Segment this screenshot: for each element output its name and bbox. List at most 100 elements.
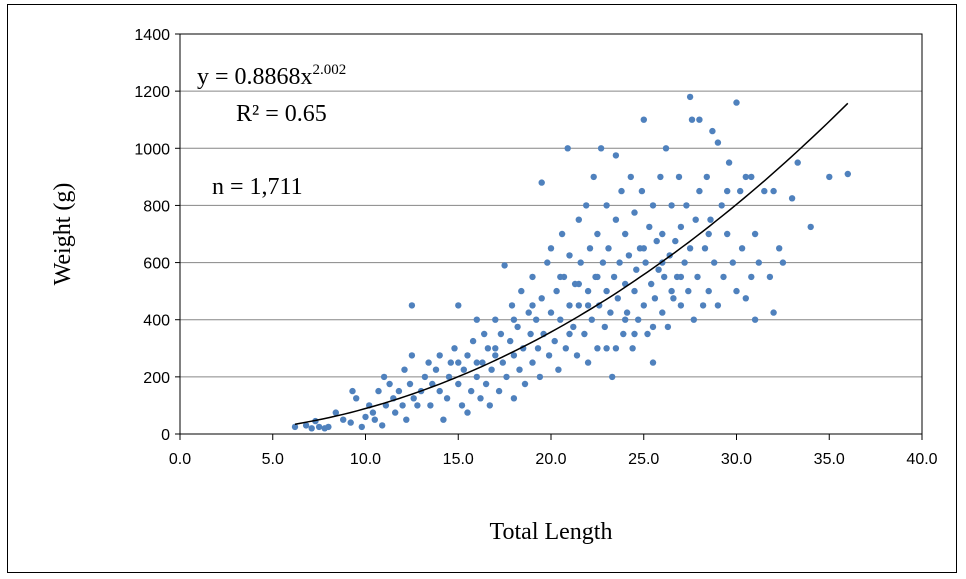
data-point (668, 287, 675, 295)
data-point (751, 230, 759, 238)
data-point (427, 402, 434, 409)
data-point (651, 295, 659, 302)
data-point (518, 287, 525, 295)
data-point (473, 316, 480, 323)
data-point (631, 287, 638, 295)
data-point (503, 373, 510, 381)
data-point (609, 373, 616, 381)
data-point (497, 330, 505, 338)
data-point (507, 337, 514, 345)
data-point (421, 373, 429, 381)
data-point (653, 237, 660, 245)
data-point (733, 99, 740, 106)
data-point (616, 259, 623, 266)
data-point (692, 216, 699, 223)
data-point (564, 145, 571, 152)
data-point (622, 230, 629, 238)
data-point (622, 316, 629, 323)
x-tick-label: 5.0 (262, 451, 284, 468)
data-point (379, 422, 386, 429)
data-point (492, 345, 499, 352)
x-axis-title: Total Length (490, 519, 613, 545)
data-point (709, 127, 716, 135)
data-point (686, 93, 694, 101)
data-point (510, 395, 518, 402)
data-point (347, 419, 354, 426)
data-point (369, 409, 377, 416)
data-point (620, 330, 627, 338)
data-point (738, 245, 746, 252)
x-tick-label: 25.0 (628, 451, 659, 468)
data-point (642, 259, 649, 266)
data-point (766, 273, 774, 281)
axes: 0 200 400 600 800 1000 1200 1400 0.0 5.0 10.0 15.0 2… (134, 27, 937, 468)
y-tick-label: 1200 (134, 84, 170, 101)
data-point (436, 352, 443, 359)
data-point (581, 330, 588, 338)
data-point (371, 416, 378, 423)
r-squared-label: R² = 0.65 (236, 101, 327, 127)
data-point (451, 345, 458, 352)
data-point (291, 423, 299, 431)
data-point (468, 387, 475, 395)
data-point (599, 259, 607, 266)
data-point (657, 173, 664, 181)
data-point (649, 359, 657, 366)
data-point (618, 187, 625, 195)
data-point (492, 352, 499, 359)
y-axis-title: Weight (g) (50, 183, 76, 286)
data-point (594, 230, 601, 238)
data-point (495, 387, 503, 395)
data-point (443, 395, 451, 402)
x-tick-label: 40.0 (906, 451, 937, 468)
data-point (705, 287, 712, 295)
data-point (688, 116, 696, 123)
data-point (612, 216, 620, 223)
data-point (603, 202, 610, 209)
data-point (395, 387, 403, 395)
data-point (770, 309, 777, 316)
y-tick-label: 600 (143, 256, 170, 273)
data-point (629, 345, 636, 352)
data-point (521, 380, 529, 388)
data-point (733, 287, 740, 295)
data-point (481, 330, 488, 338)
data-point (538, 295, 545, 302)
data-point (499, 359, 506, 366)
x-tick-label: 35.0 (814, 451, 845, 468)
data-point (425, 359, 432, 366)
data-point (612, 152, 620, 159)
data-point (386, 380, 393, 388)
data-point (607, 309, 614, 316)
data-point (640, 116, 647, 123)
data-point (406, 380, 414, 388)
data-point (473, 359, 480, 366)
equation-exponent: 2.002 (313, 62, 347, 78)
data-point (380, 373, 388, 381)
data-point (516, 366, 523, 373)
data-point (644, 330, 651, 338)
data-point (690, 316, 697, 323)
data-point (325, 423, 332, 431)
data-point (414, 402, 421, 409)
data-point (392, 409, 399, 416)
data-point (748, 173, 755, 181)
data-point (557, 316, 564, 323)
data-point (590, 173, 597, 181)
data-point (558, 230, 566, 238)
data-point (401, 366, 408, 373)
x-tick-label: 15.0 (443, 451, 474, 468)
data-point (670, 295, 677, 302)
data-point (724, 187, 731, 195)
data-point (705, 230, 712, 238)
data-point (482, 380, 490, 388)
data-point (349, 387, 356, 395)
data-point (770, 187, 777, 195)
data-point (662, 145, 670, 152)
data-point (638, 187, 646, 195)
data-point (525, 309, 532, 316)
data-point (545, 352, 553, 359)
data-point (677, 223, 685, 231)
data-point (714, 139, 722, 146)
data-point (547, 245, 555, 252)
